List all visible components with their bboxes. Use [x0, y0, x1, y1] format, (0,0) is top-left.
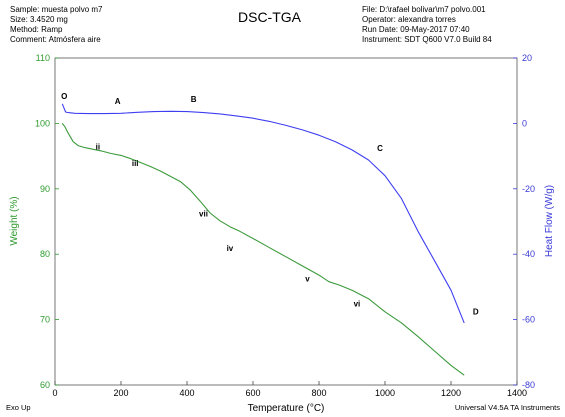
software-version-note: Universal V4.5A TA Instruments [455, 403, 560, 412]
x-tick-label: 600 [245, 388, 260, 398]
y-right-tick-label: -60 [522, 315, 535, 325]
size-line: Size: 3.4520 mg [10, 15, 68, 24]
y-left-tick-label: 70 [40, 315, 50, 325]
x-tick-label: 200 [113, 388, 128, 398]
x-tick-label: 1000 [375, 388, 395, 398]
annotation-label: C [377, 144, 383, 153]
annotation-label: iii [132, 159, 139, 168]
plot-frame [54, 57, 518, 386]
y-right-tick-label: 20 [522, 53, 532, 63]
y-left-tick-label: 90 [40, 184, 50, 194]
y-left-tick-label: 80 [40, 249, 50, 259]
x-tick-label: 1400 [507, 388, 527, 398]
annotation-label: iv [227, 244, 234, 253]
header-left-block: Sample: muesta polvo m7 Size: 3.4520 mg … [10, 5, 103, 44]
annotation-label: B [191, 95, 197, 104]
header-right-block: File: D:\rafael bolivar\m7 polvo.001 Ope… [362, 5, 492, 44]
y-left-tick-label: 110 [36, 53, 50, 63]
series-layer [61, 103, 465, 376]
y-left-tick-label: 100 [35, 118, 50, 128]
x-axis-title: Temperature (°C) [248, 403, 325, 414]
annotation-label: D [473, 308, 479, 317]
comment-line: Comment: Atmósfera aire [10, 35, 101, 44]
y-right-tick-label: -80 [522, 380, 535, 390]
annotation-label: vii [199, 209, 208, 218]
annotation-label: A [115, 97, 121, 106]
x-tick-label: 800 [311, 388, 326, 398]
weight-curve [61, 123, 465, 376]
annotation-label: ii [96, 143, 100, 152]
annotation-label: vi [354, 300, 361, 309]
y-left-tick-label: 60 [40, 380, 50, 390]
file-line: File: D:\rafael bolivar\m7 polvo.001 [362, 5, 486, 14]
exo-up-note: Exo Up [6, 403, 31, 412]
heat-flow-curve [61, 103, 465, 324]
sample-line: Sample: muesta polvo m7 [10, 5, 103, 14]
x-tick-label: 0 [52, 388, 57, 398]
y-axis-right-title: Heat Flow (W/g) [544, 185, 555, 257]
x-tick-label: 400 [179, 388, 194, 398]
method-line: Method: Ramp [10, 25, 63, 34]
y-right-tick-label: 0 [522, 118, 527, 128]
annotation-label: O [61, 92, 67, 101]
run-date-line: Run Date: 09-May-2017 07:40 [362, 25, 470, 34]
chart-title: DSC-TGA [238, 9, 302, 25]
operator-line: Operator: alexandra torres [362, 15, 456, 24]
instrument-line: Instrument: SDT Q600 V7.0 Build 84 [362, 35, 492, 44]
annotation-label: v [305, 275, 310, 284]
y-right-tick-label: -20 [522, 184, 535, 194]
x-tick-label: 1200 [441, 388, 461, 398]
axis-ticks: 0 200 400 600 800 1000 1200 140060708090100110-… [35, 53, 535, 398]
y-right-tick-label: -40 [522, 249, 535, 259]
y-axis-left-title: Weight (%) [9, 196, 20, 245]
